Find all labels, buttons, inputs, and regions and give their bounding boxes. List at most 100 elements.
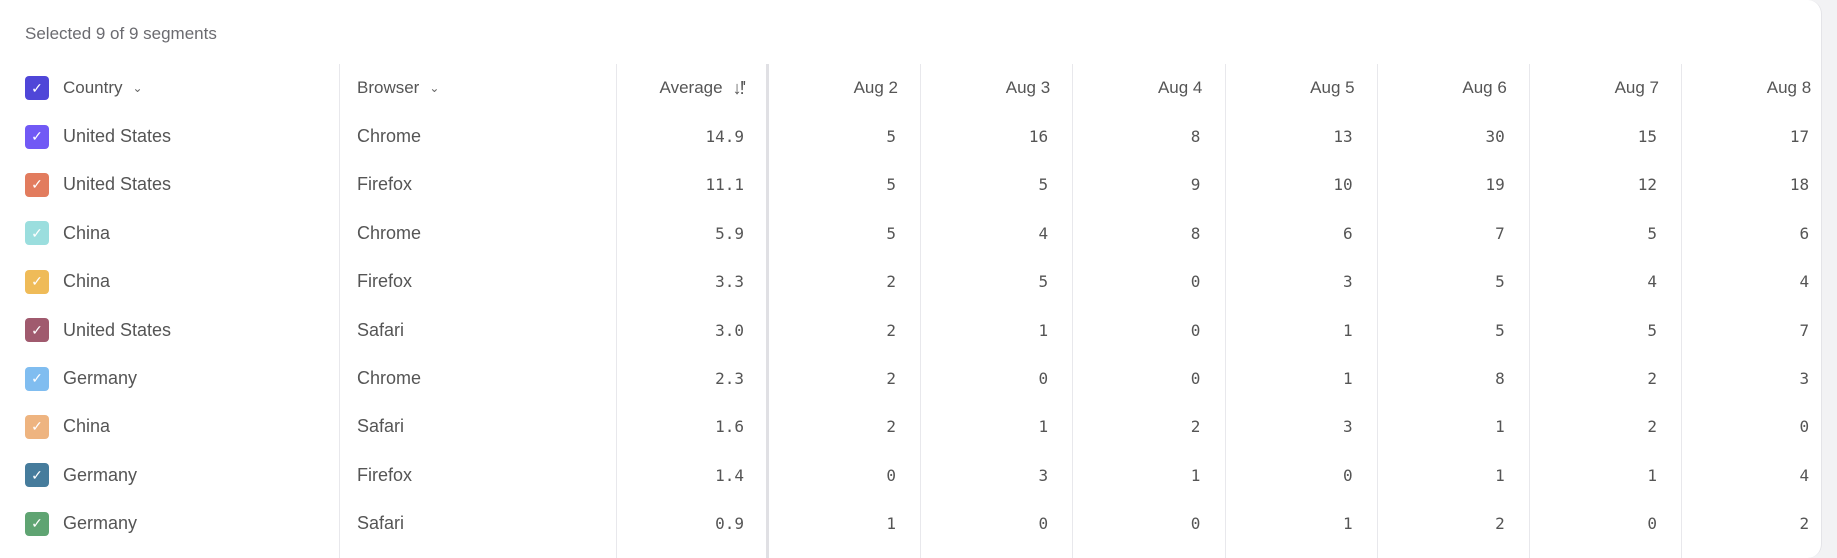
date-value-cell: 8 bbox=[1190, 127, 1201, 147]
average-cell: 1.6 bbox=[715, 417, 744, 437]
segment-checkbox[interactable]: ✓ bbox=[25, 269, 49, 294]
country-label: United States bbox=[63, 174, 172, 195]
country-cell: ✓ United States bbox=[25, 112, 340, 160]
segment-checkbox[interactable]: ✓ bbox=[25, 414, 49, 439]
country-label: Germany bbox=[63, 368, 138, 389]
average-column-header[interactable]: Average ↓!' bbox=[616, 64, 747, 112]
column-divider bbox=[1224, 64, 1226, 558]
date-value-cell: 13 bbox=[1333, 127, 1353, 147]
chevron-down-icon[interactable]: ⌄ bbox=[429, 81, 440, 96]
date-value-cell: 5 bbox=[886, 223, 896, 243]
segment-checkbox[interactable]: ✓ bbox=[25, 172, 49, 197]
table-row[interactable]: ✓ China Safari 1.6 2 1 2 3 1 2 0 bbox=[0, 403, 1822, 451]
browser-column-header[interactable]: Browser ⌄ bbox=[357, 64, 615, 112]
segment-checkbox[interactable]: ✓ bbox=[25, 463, 49, 488]
date-value-cell: 2 bbox=[1190, 417, 1201, 437]
date-value-cell: 5 bbox=[1495, 272, 1505, 292]
average-cell: 0.9 bbox=[715, 514, 744, 534]
table-row[interactable]: ✓ Germany Safari 0.9 1 0 0 1 2 0 2 bbox=[0, 500, 1822, 548]
date-value-cell: 1 bbox=[1038, 320, 1049, 340]
date-column-header[interactable]: Aug 8 bbox=[1766, 78, 1812, 98]
date-value-cell: 5 bbox=[1647, 223, 1657, 243]
date-column-header[interactable]: Aug 2 bbox=[853, 78, 898, 98]
date-value-cell: 0 bbox=[1190, 514, 1201, 534]
segment-checkbox[interactable]: ✓ bbox=[25, 366, 49, 391]
selection-summary: Selected 9 of 9 segments bbox=[25, 24, 217, 43]
date-value-cell: 1 bbox=[1190, 465, 1201, 485]
average-cell: 1.4 bbox=[715, 465, 744, 485]
date-value-cell: 3 bbox=[1342, 417, 1353, 437]
date-value-cell: 0 bbox=[1647, 514, 1657, 534]
table-row[interactable]: ✓ China Chrome 5.9 5 4 8 6 7 5 6 bbox=[0, 209, 1822, 257]
date-value-cell: 1 bbox=[1038, 417, 1049, 437]
segment-checkbox[interactable]: ✓ bbox=[25, 124, 49, 149]
table-row[interactable]: ✓ United States Chrome 14.9 5 16 8 13 30 15 17 bbox=[0, 112, 1822, 160]
date-value-cell: 2 bbox=[886, 417, 896, 437]
segment-checkbox[interactable]: ✓ bbox=[25, 511, 49, 536]
date-value-cell: 2 bbox=[1647, 369, 1657, 389]
country-label: China bbox=[63, 416, 111, 437]
date-value-cell: 0 bbox=[886, 465, 896, 485]
date-value-cell: 2 bbox=[1647, 417, 1657, 437]
date-value-cell: 3 bbox=[1799, 369, 1810, 389]
date-value-cell: 2 bbox=[886, 272, 896, 292]
date-value-cell: 5 bbox=[1038, 175, 1049, 195]
browser-cell: Safari bbox=[357, 513, 405, 534]
country-label: China bbox=[63, 222, 111, 243]
date-value-cell: 1 bbox=[1342, 320, 1353, 340]
date-value-cell: 0 bbox=[1190, 320, 1201, 340]
country-column-header[interactable]: ✓ Country ⌄ bbox=[25, 64, 340, 112]
date-value-cell: 17 bbox=[1789, 127, 1810, 147]
date-column-header[interactable]: Aug 6 bbox=[1462, 78, 1507, 98]
date-value-cell: 0 bbox=[1190, 272, 1201, 292]
table-row[interactable]: ✓ United States Safari 3.0 2 1 0 1 5 5 7 bbox=[0, 306, 1822, 354]
table-row[interactable]: ✓ United States Firefox 11.1 5 5 9 10 19 12 18 bbox=[0, 161, 1822, 209]
select-all-checkbox[interactable]: ✓ bbox=[25, 76, 49, 101]
table-row[interactable]: ✓ Germany Chrome 2.3 2 0 0 1 8 2 3 bbox=[0, 354, 1822, 402]
date-column-header[interactable]: Aug 4 bbox=[1157, 78, 1203, 98]
browser-cell: Chrome bbox=[357, 222, 422, 243]
table-row[interactable]: ✓ China Firefox 3.3 2 5 0 3 5 4 4 bbox=[0, 258, 1822, 306]
date-value-cell: 2 bbox=[1799, 514, 1810, 534]
date-value-cell: 10 bbox=[1333, 175, 1353, 195]
date-value-cell: 1 bbox=[1495, 417, 1505, 437]
segment-checkbox[interactable]: ✓ bbox=[25, 221, 49, 246]
date-value-cell: 18 bbox=[1789, 175, 1810, 195]
date-value-cell: 2 bbox=[886, 369, 896, 389]
column-divider bbox=[1376, 64, 1378, 558]
segment-checkbox[interactable]: ✓ bbox=[25, 318, 49, 343]
date-value-cell: 5 bbox=[886, 175, 896, 195]
browser-cell: Safari bbox=[357, 416, 405, 437]
average-cell: 5.9 bbox=[715, 223, 744, 243]
column-divider bbox=[1529, 64, 1530, 558]
country-cell: ✓ United States bbox=[25, 306, 340, 354]
browser-cell: Firefox bbox=[357, 174, 413, 195]
date-value-cell: 0 bbox=[1799, 417, 1810, 437]
table-row[interactable]: ✓ Germany Firefox 1.4 0 3 1 0 1 1 4 bbox=[0, 451, 1822, 499]
date-value-cell: 12 bbox=[1637, 175, 1657, 195]
date-value-cell: 30 bbox=[1485, 127, 1505, 147]
column-divider bbox=[920, 64, 922, 558]
date-value-cell: 4 bbox=[1799, 465, 1810, 485]
date-column-header[interactable]: Aug 5 bbox=[1310, 78, 1355, 98]
date-value-cell: 6 bbox=[1799, 223, 1810, 243]
date-value-cell: 3 bbox=[1038, 465, 1049, 485]
country-label: United States bbox=[63, 126, 172, 147]
chevron-down-icon[interactable]: ⌄ bbox=[132, 81, 143, 96]
date-value-cell: 8 bbox=[1190, 223, 1201, 243]
date-value-cell: 5 bbox=[1038, 272, 1049, 292]
date-column-header[interactable]: Aug 7 bbox=[1614, 78, 1659, 98]
average-cell: 3.0 bbox=[715, 320, 744, 340]
date-value-cell: 1 bbox=[1342, 369, 1353, 389]
date-value-cell: 7 bbox=[1799, 320, 1810, 340]
date-value-cell: 0 bbox=[1038, 514, 1049, 534]
column-divider bbox=[1072, 64, 1074, 558]
date-value-cell: 4 bbox=[1799, 272, 1810, 292]
country-label: China bbox=[63, 271, 111, 292]
date-value-cell: 4 bbox=[1647, 272, 1657, 292]
date-value-cell: 6 bbox=[1342, 223, 1353, 243]
browser-cell: Firefox bbox=[357, 271, 413, 292]
date-column-header[interactable]: Aug 3 bbox=[1005, 78, 1051, 98]
sort-descending-icon[interactable]: ↓!' bbox=[732, 77, 747, 98]
